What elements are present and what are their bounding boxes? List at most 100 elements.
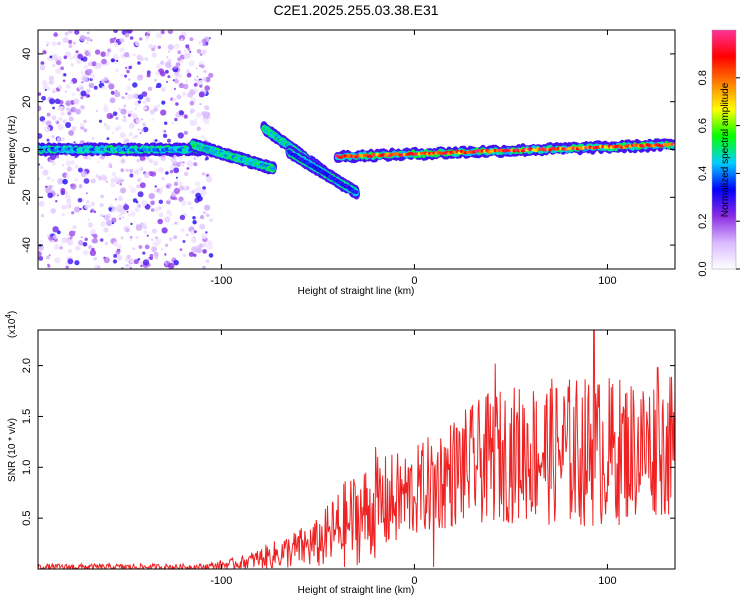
noise-speckle	[189, 50, 192, 53]
noise-speckle	[88, 53, 92, 57]
noise-speckle	[115, 59, 119, 63]
spectrogram-x-tick-label: -100	[210, 275, 232, 287]
noise-speckle	[126, 86, 132, 91]
noise-speckle	[137, 128, 140, 131]
noise-speckle	[112, 206, 117, 212]
noise-speckle	[144, 244, 150, 250]
noise-speckle	[79, 122, 85, 128]
noise-speckle	[84, 204, 90, 210]
noise-speckle	[166, 56, 169, 59]
noise-speckle	[48, 235, 54, 241]
noise-speckle	[105, 219, 113, 226]
noise-speckle	[80, 236, 83, 239]
noise-speckle	[129, 168, 134, 173]
noise-speckle	[55, 68, 62, 75]
noise-speckle	[193, 88, 199, 94]
noise-speckle	[113, 253, 118, 258]
noise-speckle	[65, 174, 70, 178]
noise-speckle	[66, 198, 72, 204]
noise-speckle	[193, 78, 196, 81]
noise-speckle	[140, 118, 144, 121]
colorbar-ticks: 0.0 0.2 0.4 0.6 0.8	[697, 70, 740, 277]
noise-speckle	[49, 98, 56, 105]
noise-speckle	[160, 187, 163, 189]
noise-speckle	[100, 194, 104, 199]
noise-speckle	[115, 127, 120, 132]
noise-speckle	[108, 162, 112, 166]
noise-speckle	[185, 80, 188, 83]
noise-speckle	[93, 256, 97, 261]
noise-speckle	[202, 265, 206, 269]
noise-speckle	[87, 218, 91, 221]
noise-speckle	[143, 106, 148, 111]
noise-speckle	[123, 52, 130, 58]
noise-speckle	[42, 169, 49, 176]
noise-speckle	[132, 247, 136, 251]
noise-speckle	[81, 56, 88, 62]
noise-speckle	[195, 245, 200, 250]
noise-speckle	[201, 172, 206, 176]
noise-speckle	[164, 253, 167, 256]
noise-speckle	[101, 85, 106, 91]
noise-speckle	[117, 115, 120, 118]
noise-speckle	[164, 216, 171, 223]
noise-speckle	[115, 68, 120, 73]
noise-speckle	[41, 64, 44, 67]
noise-speckle	[38, 133, 43, 139]
noise-speckle	[133, 169, 140, 175]
noise-speckle	[146, 70, 151, 75]
colorbar-tick-label: 0.6	[697, 118, 709, 133]
noise-speckle	[103, 257, 110, 264]
noise-speckle	[148, 256, 151, 260]
noise-speckle	[52, 234, 58, 240]
noise-speckle	[148, 192, 155, 200]
noise-speckle	[183, 52, 190, 60]
spectrogram-y-tick-label: 0	[21, 146, 33, 152]
noise-speckle	[153, 207, 159, 213]
noise-speckle	[62, 164, 65, 167]
noise-speckle	[139, 155, 146, 162]
noise-speckle	[202, 249, 207, 254]
noise-speckle	[124, 32, 130, 38]
noise-speckle	[48, 185, 53, 189]
noise-speckle	[142, 126, 149, 133]
noise-speckle	[193, 162, 198, 167]
noise-speckle	[192, 220, 197, 225]
noise-speckle	[202, 186, 206, 190]
noise-speckle	[65, 107, 71, 112]
noise-speckle	[87, 222, 94, 228]
noise-speckle	[157, 45, 161, 49]
noise-speckle	[123, 104, 127, 108]
noise-speckle	[150, 204, 153, 208]
noise-speckle	[39, 165, 44, 170]
noise-speckle	[67, 239, 74, 246]
noise-speckle	[172, 98, 177, 103]
noise-speckle	[122, 117, 127, 123]
noise-speckle	[129, 36, 134, 40]
noise-speckle	[174, 76, 178, 80]
noise-speckle	[80, 96, 84, 100]
noise-speckle	[157, 218, 163, 225]
noise-speckle	[116, 244, 122, 250]
noise-speckle	[59, 246, 63, 250]
noise-speckle	[141, 91, 148, 97]
noise-speckle	[38, 163, 41, 166]
noise-speckle	[64, 90, 67, 93]
noise-speckle	[201, 233, 208, 240]
noise-speckle	[174, 43, 180, 50]
noise-speckle	[154, 185, 157, 188]
noise-speckle	[180, 228, 185, 233]
noise-speckle	[103, 227, 109, 233]
noise-speckle	[133, 259, 139, 265]
noise-speckle	[160, 248, 163, 251]
noise-speckle	[87, 68, 93, 74]
noise-speckle	[83, 168, 86, 171]
snr-x-tick-label: 100	[598, 575, 616, 587]
noise-speckle	[46, 44, 49, 47]
spectrogram-x-tick-label: 100	[598, 275, 616, 287]
noise-speckle	[200, 189, 207, 196]
noise-speckle	[60, 188, 66, 193]
noise-speckle	[190, 237, 197, 243]
noise-speckle	[198, 61, 202, 65]
noise-speckle	[160, 109, 167, 116]
